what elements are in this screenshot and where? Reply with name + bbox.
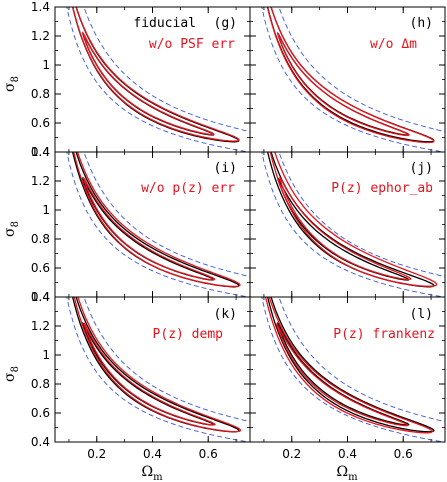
variant-contour-outer — [264, 297, 433, 434]
y-tick-label: 0.8 — [31, 377, 50, 391]
reference-curve-2 — [278, 297, 445, 423]
legend-red-h: w/o Δm — [370, 37, 417, 52]
x-tick-label: 0.2 — [282, 447, 301, 461]
panel-letter-l: (l) — [410, 307, 433, 322]
variant-contour-inner — [82, 176, 216, 281]
y-tick-label: 0.8 — [31, 87, 50, 101]
reference-curve-1 — [261, 7, 445, 152]
y-axis-title-top: σ8 — [2, 76, 21, 92]
fiducial-contour-inner — [277, 321, 410, 426]
x-tick-label: 0.4 — [143, 447, 162, 461]
fiducial-contour-outer — [266, 297, 435, 433]
variant-contour-inner — [83, 322, 216, 426]
x-tick-label: 0.2 — [87, 447, 106, 461]
x-tick-label: 0.6 — [394, 447, 413, 461]
y-tick-label: 0.6 — [31, 261, 50, 275]
reference-curve-2 — [83, 152, 250, 278]
y-tick-label: 1 — [42, 203, 50, 217]
y-tick-label: 0.8 — [31, 232, 50, 246]
axis-ticks: 0.40.60.811.21.40.40.60.811.21.40.40.60.… — [31, 0, 413, 461]
y-tick-label: 1.4 — [31, 290, 50, 304]
variant-contour-outer — [72, 7, 240, 142]
y-tick-label: 1.2 — [31, 174, 50, 188]
reference-curve-1 — [66, 152, 250, 297]
y-tick-label: 1.4 — [31, 145, 50, 159]
reference-curve-2 — [278, 152, 445, 278]
panel-l: (l) P(z) frankenz — [249, 296, 446, 443]
panel-letter-g: (g) — [214, 16, 237, 31]
y-tick-label: 1 — [42, 58, 50, 72]
legend-red-l: P(z) frankenz — [333, 327, 435, 342]
panel-letter-k: (k) — [214, 307, 237, 322]
legend-fiducial: fiducial — [133, 16, 196, 31]
y-axis-title-bottom: σ8 — [2, 366, 21, 382]
x-tick-label: 0.6 — [199, 447, 218, 461]
y-tick-label: 1.2 — [31, 29, 50, 43]
variant-contour-inner — [276, 322, 409, 427]
x-axis-title-right: Ωm — [336, 464, 358, 482]
x-tick-label: 0.4 — [338, 447, 357, 461]
legend-red-i: w/o p(z) err — [141, 181, 235, 196]
variant-contour-outer — [269, 152, 438, 287]
y-tick-label: 0.6 — [31, 116, 50, 130]
panel-h: (h) w/o Δm — [249, 6, 446, 153]
y-tick-label: 1.4 — [31, 0, 50, 14]
y-tick-label: 1.2 — [31, 319, 50, 333]
y-tick-label: 0.6 — [31, 406, 50, 420]
x-axis-title-left: Ωm — [141, 464, 163, 482]
legend-red-j: P(z) ephor_ab — [331, 181, 433, 196]
panel-letter-h: (h) — [410, 16, 433, 31]
reference-curve-1 — [261, 152, 445, 297]
fiducial-contour-outer — [71, 7, 240, 143]
y-axis-title-mid: σ8 — [2, 221, 21, 237]
reference-curve-1 — [66, 297, 250, 442]
reference-curve-2 — [278, 7, 445, 133]
variant-contour-inner — [82, 31, 215, 136]
reference-curve-1 — [66, 7, 250, 152]
y-tick-label: 0.4 — [31, 435, 50, 449]
variant-contour-inner — [277, 32, 410, 137]
y-tick-label: 1 — [42, 348, 50, 362]
y-tick-label: 0.4 — [31, 145, 50, 159]
variant-contour-inner — [279, 176, 412, 281]
y-tick-label: 0.4 — [31, 290, 50, 304]
reference-curve-2 — [83, 7, 250, 133]
panel-letter-i: (i) — [214, 161, 237, 176]
reference-curve-1 — [261, 297, 445, 442]
panel-letter-j: (j) — [410, 161, 433, 176]
variant-contour-outer — [266, 7, 435, 144]
legend-red-g: w/o PSF err — [149, 37, 235, 52]
panel-g: (g) fiducial w/o PSF err — [54, 6, 251, 153]
variant-contour-outer — [73, 297, 242, 433]
variant-contour-outer — [73, 152, 241, 288]
reference-curve-2 — [83, 297, 250, 423]
legend-red-k: P(z) demp — [153, 327, 224, 342]
